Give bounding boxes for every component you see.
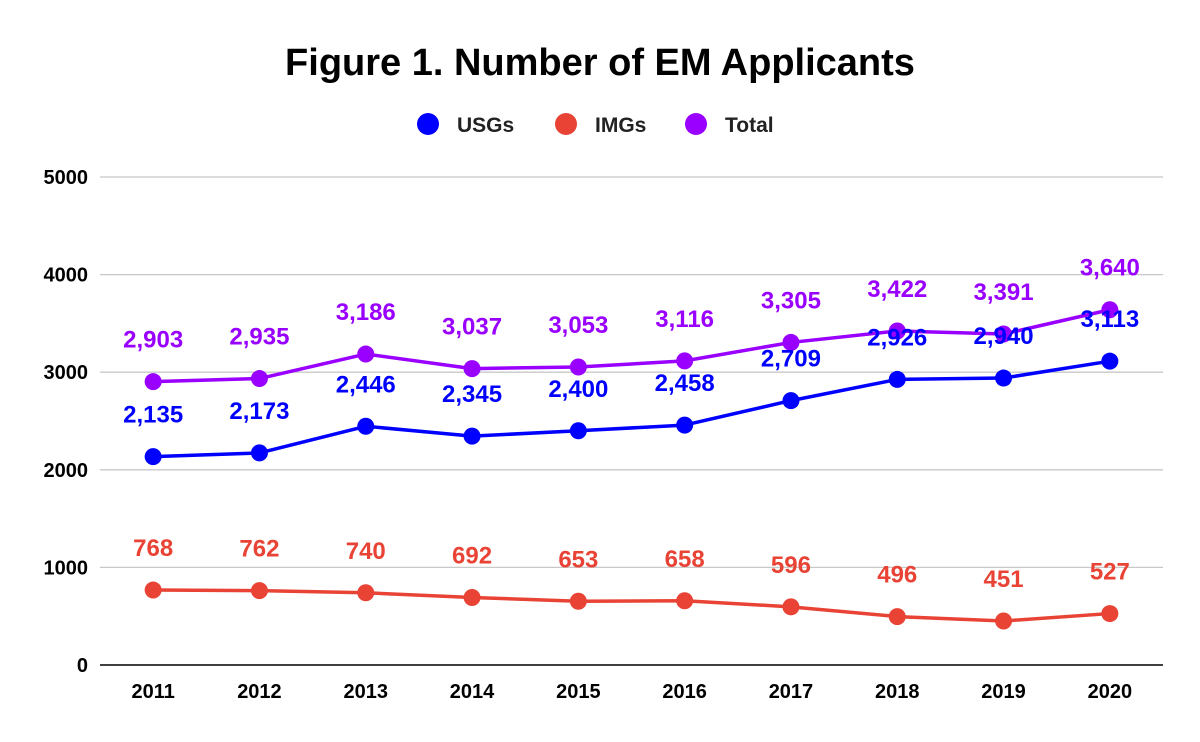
data-point: [782, 598, 800, 616]
series-line: [153, 359, 1111, 459]
data-label: 3,186: [336, 299, 396, 326]
x-tick-label: 2020: [1088, 681, 1133, 703]
data-point: [1101, 301, 1119, 319]
series-total: [144, 301, 1119, 391]
data-point: [569, 422, 587, 440]
data-point: [144, 581, 162, 599]
series-line: [153, 588, 1110, 623]
x-tick-label: 2015: [556, 681, 601, 703]
data-label: 2,935: [229, 324, 289, 351]
x-tick-label: 2011: [131, 681, 174, 703]
chart-title: Figure 1. Number of EM Applicants: [285, 42, 915, 84]
data-point: [995, 325, 1013, 343]
data-label: 3,640: [1080, 255, 1140, 282]
gridlines: [100, 176, 1163, 666]
data-point: [357, 417, 375, 435]
data-point: [357, 584, 375, 602]
data-label: 2,135: [123, 402, 183, 429]
data-point: [250, 582, 268, 600]
data-label: 3,113: [1080, 306, 1139, 333]
data-point: [569, 358, 587, 376]
data-label: 658: [665, 546, 705, 573]
x-axis: 2011 2012 2013 2014 2015 2016 2017 2018 2019 2020: [131, 681, 1132, 703]
data-label: 762: [239, 536, 279, 563]
data-label: 3,053: [548, 312, 608, 339]
data-label: 2,400: [548, 376, 608, 403]
data-label: 2,458: [655, 370, 715, 397]
data-point: [676, 352, 694, 370]
data-label: 2,926: [867, 324, 927, 351]
data-point: [250, 444, 268, 462]
data-point: [463, 588, 481, 606]
legend-label: Total: [725, 114, 774, 137]
legend-marker: [417, 113, 439, 135]
data-label: 2,446: [336, 371, 396, 398]
series: [144, 301, 1119, 630]
data-label: 3,422: [867, 276, 927, 303]
data-label: 692: [452, 542, 492, 569]
x-tick-label: 2018: [875, 681, 920, 703]
legend-label: USGs: [457, 114, 514, 137]
data-point: [676, 416, 694, 434]
data-label: 653: [558, 546, 598, 573]
y-axis: 0 1000 2000 3000 4000 5000: [44, 167, 89, 677]
y-tick-label: 1000: [44, 557, 89, 579]
data-label: 3,116: [655, 306, 714, 333]
data-point: [144, 373, 162, 391]
data-label: 2,940: [974, 323, 1034, 350]
y-tick-label: 2000: [44, 460, 89, 482]
data-point: [144, 448, 162, 466]
legend-label: IMGs: [595, 114, 646, 137]
data-label: 2,709: [761, 346, 821, 373]
data-label: 740: [346, 538, 386, 565]
legend-marker: [555, 113, 577, 135]
data-point: [888, 608, 906, 626]
series-usgs: [144, 352, 1119, 466]
legend-marker: [685, 113, 707, 135]
x-tick-label: 2014: [450, 681, 495, 703]
data-point: [676, 592, 694, 610]
data-point: [1101, 352, 1119, 370]
y-tick-label: 3000: [44, 362, 89, 384]
data-point: [250, 370, 268, 388]
y-tick-label: 0: [77, 655, 88, 677]
data-point: [888, 322, 906, 340]
data-label: 2,903: [123, 327, 183, 354]
x-tick-label: 2013: [344, 681, 389, 703]
data-labels: 2,135 2,173 2,446 2,345 2,400 2,458 2,709 2,926…: [123, 255, 1140, 593]
series-line: [153, 308, 1111, 384]
data-point: [995, 369, 1013, 387]
x-tick-label: 2012: [237, 681, 282, 703]
legend: USGs IMGs Total: [417, 113, 774, 137]
x-tick-label: 2019: [981, 681, 1026, 703]
series-imgs: [144, 581, 1119, 630]
y-tick-label: 4000: [44, 265, 89, 287]
x-tick-label: 2016: [662, 681, 707, 703]
data-point: [1101, 605, 1119, 623]
data-point: [463, 427, 481, 445]
data-label: 3,037: [442, 314, 502, 341]
data-label: 3,391: [974, 279, 1034, 306]
data-label: 451: [984, 566, 1024, 593]
data-point: [463, 360, 481, 378]
data-label: 527: [1090, 559, 1130, 586]
data-point: [782, 333, 800, 351]
data-label: 3,305: [761, 287, 821, 314]
y-tick-label: 5000: [44, 167, 89, 189]
data-label: 596: [771, 552, 811, 579]
data-point: [888, 370, 906, 388]
data-label: 2,345: [442, 381, 502, 408]
data-point: [569, 592, 587, 610]
data-label: 496: [877, 562, 917, 589]
data-label: 768: [133, 535, 173, 562]
data-point: [995, 612, 1013, 630]
data-point: [357, 345, 375, 363]
data-label: 2,173: [229, 398, 289, 425]
x-tick-label: 2017: [769, 681, 814, 703]
data-point: [782, 392, 800, 410]
